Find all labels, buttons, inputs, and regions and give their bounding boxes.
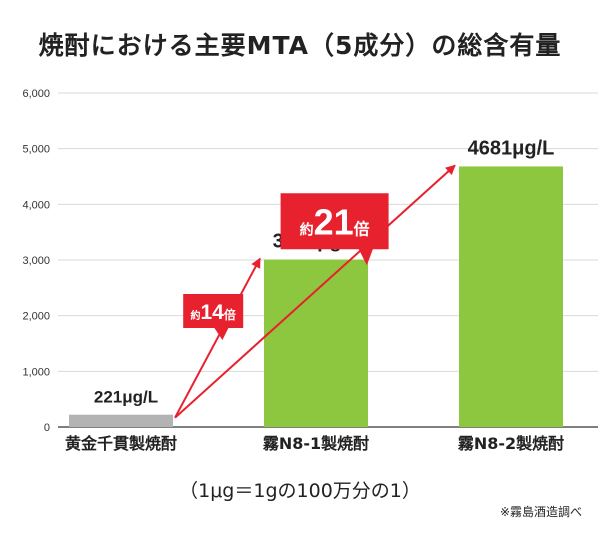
y-tick-label: 4,000: [22, 199, 50, 211]
badge-text: 約14倍: [191, 301, 236, 324]
badge-prefix: 約: [191, 309, 201, 322]
ratio-badge: 約21倍: [280, 193, 389, 266]
arrow-layer: [174, 164, 456, 419]
badge-prefix: 約: [300, 222, 314, 238]
ratio-arrow: [174, 164, 456, 419]
category-label: 霧N8-1製焼酎: [263, 434, 369, 453]
data-label: 4681μg/L: [468, 137, 555, 159]
bar: [459, 166, 563, 428]
bar: [69, 414, 173, 427]
badge-shape: [280, 193, 389, 266]
bar: [264, 259, 368, 427]
y-tick-label: 5,000: [22, 144, 50, 156]
y-tick-label: 2,000: [22, 311, 50, 323]
badge-number: 14: [201, 301, 225, 324]
chart-title: 焼酎における主要MTA（5成分）の総含有量: [38, 31, 562, 60]
badge-text: 約21倍: [300, 202, 370, 243]
badge-number: 21: [314, 202, 354, 243]
y-tick-label: 3,000: [22, 255, 50, 267]
source-note: ※霧島酒造調べ: [499, 505, 582, 519]
badge-suffix: 倍: [224, 307, 236, 322]
y-tick-label: 1,000: [22, 366, 50, 378]
y-tick-label: 6,000: [22, 88, 50, 100]
data-label: 221μg/L: [94, 388, 158, 407]
unit-footnote: （1μg＝1gの100万分の1）: [179, 480, 421, 502]
badge-shape: [183, 293, 244, 340]
badge-suffix: 倍: [354, 220, 370, 239]
y-tick-label: 0: [44, 422, 50, 434]
bar-layer: [69, 166, 563, 428]
category-label: 黄金千貫製焼酎: [65, 434, 177, 453]
ratio-badge: 約14倍: [183, 293, 244, 340]
ratio-arrow: [174, 257, 261, 419]
category-label: 霧N8-2製焼酎: [458, 434, 564, 453]
